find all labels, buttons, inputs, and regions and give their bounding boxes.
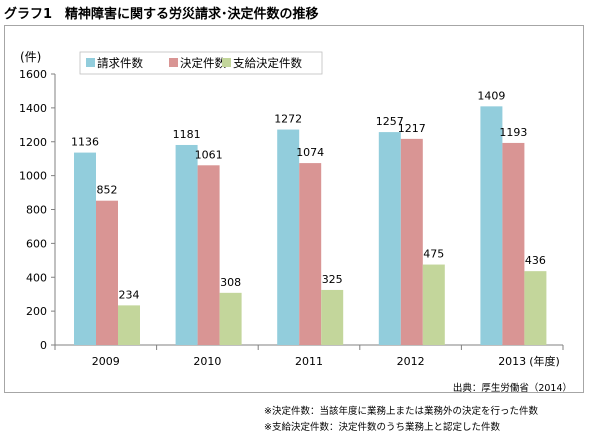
data-label: 234 — [119, 288, 140, 301]
bar-2 — [502, 142, 525, 345]
y-tick-label: 1200 — [19, 136, 47, 149]
data-label: 1061 — [195, 148, 223, 161]
y-tick-label: 600 — [26, 237, 47, 250]
legend-swatch-2 — [169, 58, 178, 67]
x-tick-label: 2012 — [397, 355, 425, 368]
data-label: 1257 — [376, 115, 404, 128]
bar-3 — [524, 271, 547, 345]
source-citation: 出典：厚生労働省（2014） — [452, 383, 572, 394]
legend-label-1: 請求件数 — [97, 56, 143, 70]
bar-2 — [96, 200, 118, 345]
legend-label-3: 支給決定件数 — [233, 56, 302, 70]
data-label: 475 — [423, 248, 444, 261]
bar-1 — [378, 132, 401, 345]
bar-1 — [480, 106, 503, 346]
y-unit-label: (件) — [20, 50, 41, 64]
footnote-decision-count: ※決定件数：当該年度に業務上または業務外の決定を行った件数 — [264, 406, 538, 417]
bar-2 — [197, 165, 220, 345]
data-label: 1272 — [274, 113, 302, 126]
data-label: 436 — [525, 254, 546, 267]
data-label: 308 — [220, 276, 241, 289]
legend-swatch-3 — [222, 58, 231, 67]
y-tick-label: 0 — [40, 339, 47, 352]
data-label: 1217 — [398, 122, 426, 135]
y-tick-label: 800 — [26, 204, 47, 217]
y-tick-label: 1000 — [19, 170, 47, 183]
data-label: 325 — [322, 273, 343, 286]
legend-swatch-1 — [86, 58, 95, 67]
data-label: 1409 — [477, 89, 505, 102]
y-tick-label: 1600 — [19, 68, 47, 81]
x-unit-label: (年度) — [529, 354, 560, 368]
legend-box — [79, 51, 323, 75]
data-label: 1074 — [296, 146, 324, 159]
bar-3 — [321, 289, 344, 345]
data-label: 1181 — [173, 128, 201, 141]
data-label: 852 — [97, 184, 118, 197]
x-tick-label: 2009 — [92, 355, 120, 368]
bar-3 — [219, 292, 242, 345]
chart-title: グラフ1 精神障害に関する労災請求･決定件数の推移 — [4, 7, 319, 22]
bar-1 — [175, 144, 198, 345]
bar-3 — [422, 264, 445, 345]
footnote-approved-count: ※支給決定件数：決定件数のうち業務上と認定した件数 — [264, 422, 500, 433]
legend-label-2: 決定件数 — [180, 56, 226, 70]
bar-1 — [277, 129, 300, 345]
bar-3 — [118, 305, 140, 345]
y-tick-label: 400 — [26, 271, 47, 284]
x-tick-label: 2011 — [295, 355, 323, 368]
x-tick-label: 2013 — [498, 355, 526, 368]
bar-2 — [299, 163, 322, 345]
bar-2 — [400, 138, 423, 345]
y-tick-label: 200 — [26, 305, 47, 318]
bar-1 — [74, 152, 96, 345]
bar-chart: (件) 0 200 400 600 800 1000 1200 1400 1600 1136 852 2… — [19, 50, 564, 368]
data-label: 1136 — [71, 136, 99, 149]
x-tick-label: 2010 — [193, 355, 221, 368]
data-label: 1193 — [499, 126, 527, 139]
y-tick-label: 1400 — [19, 102, 47, 115]
